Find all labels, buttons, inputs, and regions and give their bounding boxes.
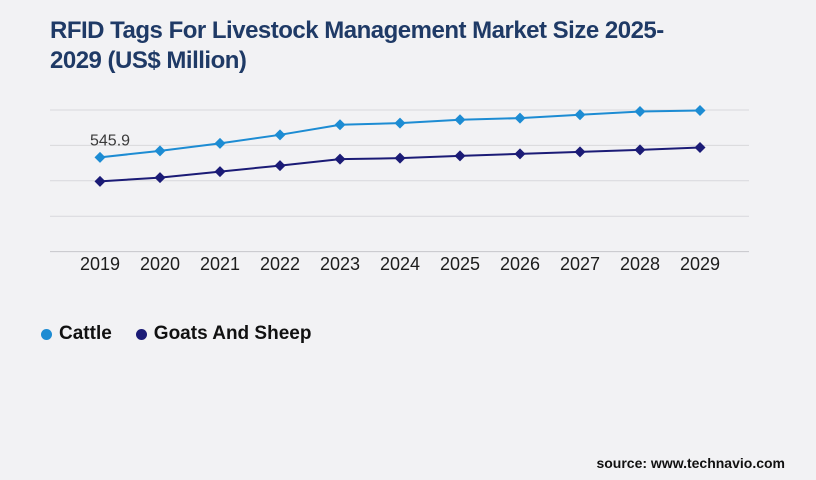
cattle-marker-2023 xyxy=(334,119,346,131)
goats-and-sheep-line xyxy=(99,146,701,183)
x-tick-2024: 2024 xyxy=(380,254,420,274)
chart-title: RFID Tags For Livestock Management Marke… xyxy=(50,17,664,74)
goats-and-sheep-marker-2024 xyxy=(394,152,406,164)
cattle-marker-2025 xyxy=(454,114,466,126)
x-tick-2020: 2020 xyxy=(140,254,180,274)
x-tick-2021: 2021 xyxy=(200,254,240,274)
chart-legend: Cattle Goats And Sheep xyxy=(41,323,311,345)
x-tick-2027: 2027 xyxy=(560,254,600,274)
cattle-marker-2026 xyxy=(514,112,526,124)
x-tick-2026: 2026 xyxy=(500,254,540,274)
cattle-marker-2019 xyxy=(94,151,106,163)
goats-and-sheep-marker-2023 xyxy=(334,153,346,165)
goats-and-sheep-marker-2028 xyxy=(634,144,646,156)
goats-and-sheep-marker-2021 xyxy=(214,166,226,178)
goats-and-sheep-marker-2029 xyxy=(694,142,706,154)
source-attribution: source: www.technavio.com xyxy=(596,455,785,471)
goats-and-sheep-marker-2025 xyxy=(454,150,466,162)
legend-label-goats-and-sheep: Goats And Sheep xyxy=(153,323,312,344)
x-tick-2022: 2022 xyxy=(260,254,300,274)
goats-and-sheep-marker-2019 xyxy=(94,175,106,187)
cattle-marker-2022 xyxy=(274,129,286,141)
legend-item-goats-and-sheep: Goats And Sheep xyxy=(135,323,312,345)
cattle-marker-2024 xyxy=(394,117,406,129)
x-tick-2025: 2025 xyxy=(440,254,480,274)
market-size-line-chart: 2019 2020 2021 2022 2023 2024 2025 2026 2027 2028… xyxy=(50,104,749,274)
legend-label-cattle: Cattle xyxy=(59,323,112,344)
cattle-marker-2028 xyxy=(634,105,646,117)
goats-and-sheep-marker-2020 xyxy=(154,172,166,184)
x-tick-2019: 2019 xyxy=(80,254,120,274)
legend-item-cattle: Cattle xyxy=(41,323,112,345)
x-tick-2029: 2029 xyxy=(680,254,720,274)
goats-and-sheep-series-dot-icon xyxy=(135,328,147,340)
cattle-marker-2029 xyxy=(694,104,706,116)
cattle-series-dot-icon xyxy=(41,328,52,340)
data-label-cattle-2019: 545.9 xyxy=(90,132,130,149)
cattle-marker-2020 xyxy=(154,145,166,157)
goats-and-sheep-marker-2027 xyxy=(574,146,586,158)
goats-and-sheep-marker-2022 xyxy=(274,160,286,172)
x-tick-2023: 2023 xyxy=(320,254,360,274)
x-tick-2028: 2028 xyxy=(620,254,660,274)
cattle-marker-2021 xyxy=(214,137,226,149)
goats-and-sheep-marker-2026 xyxy=(514,148,526,160)
cattle-marker-2027 xyxy=(574,109,586,121)
